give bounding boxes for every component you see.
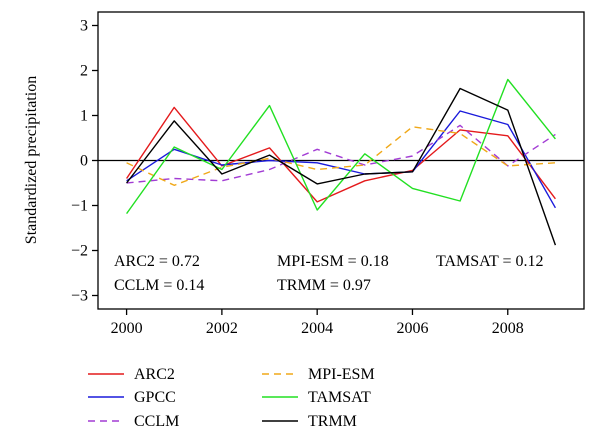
series-layer [126,78,557,246]
legend-label-tamsat: TAMSAT [308,389,371,406]
legend: ARC2 GPCC CCLM MPI-ESM TAMSAT TRMM [88,366,375,430]
series-line-cclm [126,124,556,184]
x-tick-label: 2000 [111,320,143,337]
y-tick-label: −1 [71,198,88,215]
x-tick-label: 2006 [396,320,428,337]
annotation-mpi-esm: MPI-ESM = 0.18 [277,253,389,270]
series-line-arc2 [126,106,556,203]
legend-label-arc2: ARC2 [134,366,175,383]
annotation-arc2: ARC2 = 0.72 [114,253,200,270]
legend-label-gpcc: GPCC [134,389,176,406]
y-tick-label: 2 [80,63,88,80]
series-line-gpcc [126,110,557,209]
y-axis-label: Standardized precipitation [23,76,40,244]
x-tick-label: 2008 [492,320,524,337]
y-tick-label: 3 [80,18,88,35]
annotation-cclm: CCLM = 0.14 [114,277,204,294]
y-tick-label: −2 [71,243,88,260]
x-tick-label: 2002 [206,320,238,337]
y-tick-label: −3 [71,288,88,305]
annotation-trmm: TRMM = 0.97 [277,277,371,294]
annotation-tamsat: TAMSAT = 0.12 [436,253,543,270]
series-line-mpi-esm [126,126,556,187]
y-tick-label: 0 [80,153,88,170]
y-tick-label: 1 [80,108,88,125]
legend-label-mpi-esm: MPI-ESM [308,366,375,383]
x-tick-label: 2004 [301,320,333,337]
series-line-tamsat [126,78,556,215]
legend-label-trmm: TRMM [308,413,357,430]
series-line-trmm [126,87,557,246]
legend-label-cclm: CCLM [134,413,179,430]
axis-layer: 3 2 1 0 −1 −2 −3 2000 2002 2004 2006 2008 [71,18,524,338]
